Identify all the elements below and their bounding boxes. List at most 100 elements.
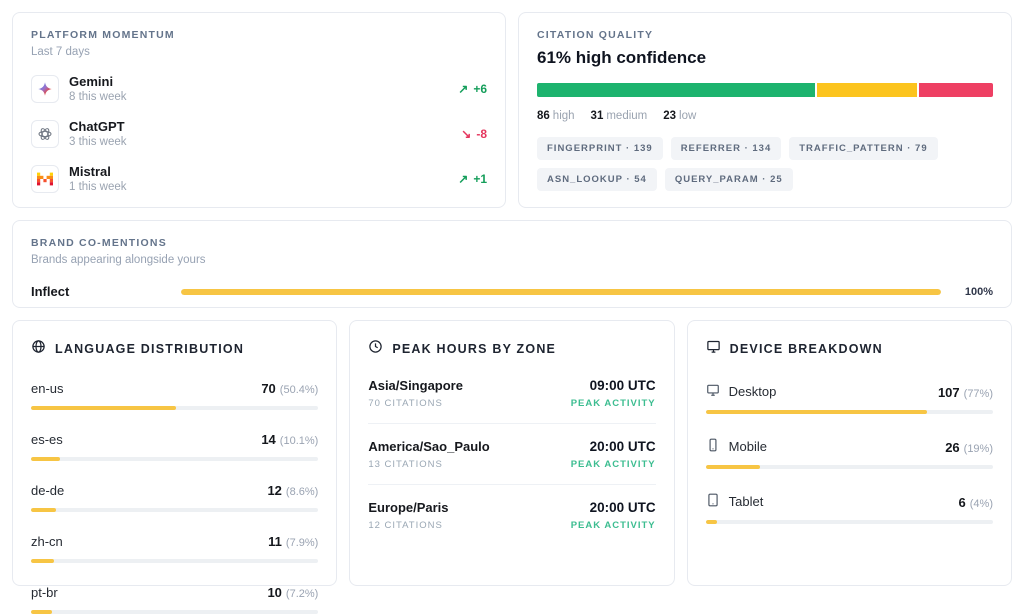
device-pct: (4%) [969, 498, 993, 510]
bar-track [31, 406, 319, 410]
language-row: pt-br 10 (7.2%) [31, 584, 319, 614]
language-row: es-es 14 (10.1%) [31, 431, 319, 461]
language-pct: (10.1%) [279, 435, 319, 447]
zone-name: Europe/Paris [368, 500, 449, 515]
tag-referrer[interactable]: REFERRER · 134 [670, 137, 782, 160]
device-pct: (19%) [963, 443, 993, 455]
trend-indicator: ↘ -8 [461, 127, 487, 141]
language-row: zh-cn 11 (7.9%) [31, 533, 319, 563]
language-label: pt-br [31, 585, 58, 600]
language-count: 70 [261, 381, 276, 396]
clock-icon [368, 339, 383, 359]
tablet-icon [706, 493, 720, 510]
legend-high: 86 high [537, 110, 575, 122]
bar-track [705, 410, 993, 414]
chatgpt-icon [31, 119, 59, 148]
legend-medium: 31 medium [590, 110, 648, 122]
zone-row: Europe/Paris 12 CITATIONS 20:00 UTC PEAK… [368, 484, 656, 545]
confidence-headline: 61% high confidence [537, 48, 707, 67]
mobile-icon [706, 438, 720, 455]
language-count: 12 [267, 483, 282, 498]
language-pct: (7.9%) [285, 537, 319, 549]
globe-icon [31, 339, 46, 359]
language-distribution-panel: LANGUAGE DISTRIBUTION en-us 70 (50.4%) es… [12, 320, 338, 614]
panel-title: PEAK HOURS BY ZONE [392, 342, 557, 356]
bar-fill [705, 465, 761, 469]
language-pct: (7.2%) [285, 588, 319, 600]
panel-subtitle: Last 7 days [31, 46, 90, 58]
bar-fill [31, 457, 61, 461]
language-label: en-us [31, 381, 64, 396]
bar-fill [31, 610, 52, 614]
trend-up-icon: ↗ [458, 171, 469, 186]
panel-subtitle: Brands appearing alongside yours [31, 254, 206, 266]
desktop-icon [706, 383, 720, 400]
zone-row: Asia/Singapore 70 CITATIONS 09:00 UTC PE… [368, 363, 655, 423]
brand-percentage: 100% [964, 285, 993, 298]
device-count: 26 [945, 440, 960, 455]
bar-track [31, 508, 319, 512]
bar-track [31, 610, 319, 614]
zone-name: Asia/Singapore [368, 378, 463, 393]
device-breakdown-panel: DEVICE BREAKDOWN Desktop 107 (77%) [686, 320, 1012, 586]
device-count: 6 [958, 495, 966, 510]
device-row: Desktop 107 (77%) [705, 383, 993, 414]
bar-track [705, 465, 993, 469]
platform-row-mistral: Mistral 1 this week ↗ +1 [31, 164, 487, 193]
zone-citations: 13 CITATIONS [368, 459, 443, 470]
platform-meta: 8 this week [69, 91, 127, 103]
panel-title: BRAND CO-MENTIONS [31, 237, 167, 249]
language-label: es-es [31, 432, 63, 447]
trend-indicator: ↗ +1 [458, 172, 487, 186]
panel-title: PLATFORM MOMENTUM [31, 29, 175, 41]
language-count: 10 [267, 585, 282, 600]
legend-low: 23 low [663, 110, 697, 122]
device-count: 107 [937, 385, 960, 400]
signal-tags: FINGERPRINT · 139 REFERRER · 134 TRAFFIC… [537, 137, 993, 191]
gemini-icon [31, 74, 59, 103]
panel-title: DEVICE BREAKDOWN [729, 342, 883, 356]
zone-citations: 70 CITATIONS [368, 398, 443, 409]
bar-fill [705, 520, 718, 524]
zone-status: PEAK ACTIVITY [570, 459, 656, 470]
tag-asn-lookup[interactable]: ASN_LOOKUP · 54 [537, 168, 657, 191]
zone-time: 20:00 UTC [589, 500, 656, 515]
zone-status: PEAK ACTIVITY [570, 520, 656, 531]
platform-name: Gemini [69, 74, 114, 89]
zone-row: America/Sao_Paulo 13 CITATIONS 20:00 UTC… [368, 423, 656, 484]
language-row: de-de 12 (8.6%) [31, 482, 319, 512]
language-pct: (50.4%) [279, 384, 319, 396]
language-label: de-de [31, 483, 65, 498]
tag-traffic-pattern[interactable]: TRAFFIC_PATTERN · 79 [789, 137, 938, 160]
mistral-icon [31, 164, 59, 193]
platform-name: Mistral [69, 164, 111, 179]
zone-time: 20:00 UTC [589, 439, 656, 454]
tag-fingerprint[interactable]: FINGERPRINT · 139 [537, 137, 663, 160]
device-label: Tablet [728, 494, 764, 509]
zone-time: 09:00 UTC [589, 378, 656, 393]
brand-name: Inflect [31, 284, 70, 299]
zone-citations: 12 CITATIONS [368, 520, 443, 531]
platform-meta: 3 this week [69, 136, 127, 148]
quality-stacked-bar [537, 83, 993, 97]
segment-high [537, 83, 815, 97]
trend-down-icon: ↘ [461, 126, 472, 141]
bar-fill [705, 410, 927, 414]
trend-indicator: ↗ +6 [458, 82, 487, 96]
device-row: Mobile 26 (19%) [705, 438, 993, 469]
trend-value: -8 [476, 126, 487, 141]
bar-track [31, 559, 319, 563]
language-count: 11 [268, 534, 282, 549]
tag-query-param[interactable]: QUERY_PARAM · 25 [664, 168, 793, 191]
bar-fill [31, 406, 176, 410]
zone-name: America/Sao_Paulo [368, 439, 490, 454]
bar-fill [31, 559, 54, 563]
brand-bar-track [181, 288, 941, 295]
platform-row-chatgpt: ChatGPT 3 this week ↘ -8 [31, 119, 487, 148]
language-pct: (8.6%) [285, 486, 319, 498]
language-label: zh-cn [31, 534, 63, 549]
peak-hours-panel: PEAK HOURS BY ZONE Asia/Singapore 70 CIT… [349, 320, 675, 586]
bar-track [31, 457, 319, 461]
brand-row: Inflect 100% [31, 284, 993, 299]
quality-legend: 86 high 31 medium 23 low [537, 110, 993, 122]
